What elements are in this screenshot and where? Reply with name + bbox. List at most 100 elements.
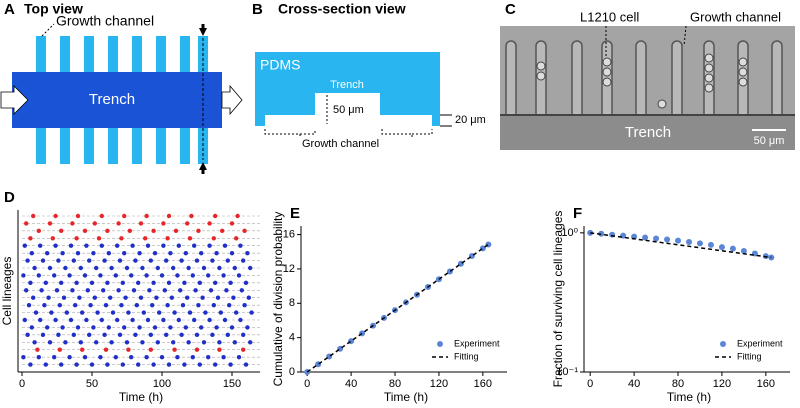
division-event [194, 258, 200, 263]
division-event [74, 362, 79, 367]
division-event [133, 332, 138, 338]
division-event [180, 302, 186, 308]
division-event [87, 332, 92, 338]
division-event [31, 295, 36, 300]
division-event [94, 265, 99, 271]
y-axis-label: Fraction of surviving cell lineages [551, 211, 565, 388]
panel-label: A [4, 1, 15, 18]
division-event [38, 317, 43, 323]
division-event [29, 325, 34, 330]
x-tick-label: 50 [86, 378, 98, 390]
division-event [145, 243, 151, 248]
flow-arrow [221, 84, 243, 116]
division-event [124, 340, 130, 345]
division-event [99, 317, 105, 323]
bracket [264, 129, 433, 138]
division-event [82, 354, 88, 360]
division-event [225, 258, 230, 263]
channel-height: 20 μm [455, 114, 486, 126]
panel-label: E [290, 205, 300, 222]
division-event [126, 310, 131, 315]
division-event [222, 317, 228, 323]
division-event [196, 228, 201, 234]
division-event [151, 362, 156, 367]
legend-label: Fitting [454, 351, 479, 361]
division-event [126, 347, 131, 352]
division-event [171, 340, 176, 345]
division-event [185, 295, 190, 300]
division-event [140, 265, 145, 271]
division-event [189, 213, 194, 219]
division-event [241, 258, 246, 263]
division-event [28, 236, 33, 241]
division-event [238, 317, 243, 323]
x-tick-label: 160 [474, 378, 492, 390]
division-event [228, 362, 233, 367]
channels [505, 40, 783, 114]
division-event [245, 325, 250, 330]
division-event [87, 258, 92, 263]
trench-label: Trench [89, 91, 135, 108]
cell [738, 67, 748, 77]
division-event [148, 347, 153, 352]
division-event [171, 265, 176, 271]
division-event [63, 340, 68, 345]
division-event [214, 325, 219, 330]
division-event [47, 340, 53, 345]
division-event [31, 213, 36, 219]
channel-label: Growth channel [302, 138, 379, 150]
division-event [56, 332, 61, 338]
division-event [22, 317, 27, 323]
y-tick-label: 0 [289, 366, 295, 378]
division-event [24, 221, 29, 226]
division-event [28, 280, 33, 286]
data-point [740, 248, 747, 255]
data-point [598, 230, 605, 237]
division-event [220, 228, 225, 234]
division-event [187, 310, 193, 315]
division-event [190, 354, 195, 360]
cell [704, 63, 714, 73]
division-event [213, 280, 218, 286]
division-event [242, 228, 247, 234]
division-event [148, 332, 153, 338]
division-event [143, 236, 148, 241]
division-event [46, 295, 51, 300]
division-event [152, 325, 158, 330]
cell [738, 77, 748, 87]
division-event [144, 354, 149, 360]
division-event [120, 362, 126, 367]
y-axis-label: Cell lineages [0, 257, 14, 326]
division-event [80, 310, 85, 315]
division-event [57, 347, 62, 352]
data-point [729, 245, 736, 252]
division-event [138, 221, 144, 226]
division-event [105, 228, 110, 234]
division-event [224, 288, 229, 293]
fit-line [306, 243, 489, 373]
division-event [117, 332, 123, 338]
panel-title: Top view [24, 1, 83, 17]
division-event [102, 258, 107, 263]
division-event [75, 250, 81, 256]
cell [602, 57, 612, 67]
division-event [129, 354, 134, 360]
division-event [245, 250, 250, 256]
division-event [168, 250, 173, 256]
y-tick-label: 12 [283, 263, 295, 275]
division-event [199, 250, 204, 256]
channel [671, 40, 683, 114]
panel-a: A Top view Trench Growth channel [0, 1, 243, 174]
division-event [78, 265, 84, 271]
division-event [80, 347, 85, 352]
channel [571, 40, 583, 114]
panel-c: C L1210 cell Growth channel Trench 5 [500, 1, 795, 150]
y-tick-label: 10⁰ [561, 227, 578, 239]
division-event [166, 362, 172, 367]
x-tick-label: 0 [304, 378, 310, 390]
division-event [215, 295, 221, 300]
growth-channel [265, 115, 432, 126]
division-event [207, 317, 212, 323]
division-event [175, 273, 180, 278]
division-event [197, 280, 202, 286]
